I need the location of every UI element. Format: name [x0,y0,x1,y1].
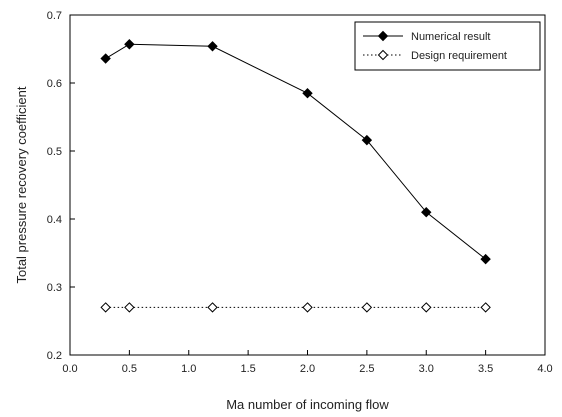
y-tick-label: 0.3 [47,282,62,294]
data-point [124,302,135,313]
y-tick-label: 0.5 [47,146,62,158]
data-point [302,87,313,99]
data-point [100,53,111,64]
x-tick-label: 0.5 [122,363,137,375]
series-line [105,43,486,260]
x-axis-title: Ma number of incoming flow [226,397,389,412]
series-layer [100,39,491,313]
y-tick-label: 0.7 [47,10,62,22]
legend-box [354,21,541,71]
x-tick-label: 0.0 [62,363,77,375]
x-tick-label: 1.5 [240,363,255,375]
data-point [207,41,218,52]
legend-label: Design requirement [411,50,507,62]
data-point [421,302,432,313]
data-point [207,302,218,313]
series-1 [100,39,491,265]
data-point [361,302,373,313]
data-point [302,302,313,313]
y-axis: 0.2 0.3 0.4 0.5 0.6 0.7 [47,10,75,362]
data-point [100,302,111,313]
y-tick-label: 0.4 [47,214,62,226]
x-axis: 0.0 0.5 1.0 1.5 2.0 2.5 3.0 3.5 4.0 [62,350,553,375]
y-tick-label: 0.6 [47,78,62,90]
x-tick-label: 3.5 [478,363,493,375]
x-tick-label: 2.0 [300,363,315,375]
x-tick-label: 3.0 [419,363,434,375]
legend-label: Numerical result [411,31,490,43]
x-tick-label: 1.0 [181,363,196,375]
legend: Numerical result Design requirement [354,21,541,71]
legend-swatch-marker [377,30,389,42]
x-tick-label: 2.5 [359,363,374,375]
y-tick-label: 0.2 [47,350,62,362]
series-2 [100,302,491,313]
data-point [480,302,491,313]
data-point [421,206,432,218]
x-tick-label: 4.0 [537,363,552,375]
data-point [361,134,373,146]
y-axis-title: Total pressure recovery coefficient [14,86,29,283]
data-point [124,39,135,50]
data-point [480,253,491,265]
legend-swatch-marker [377,49,389,61]
